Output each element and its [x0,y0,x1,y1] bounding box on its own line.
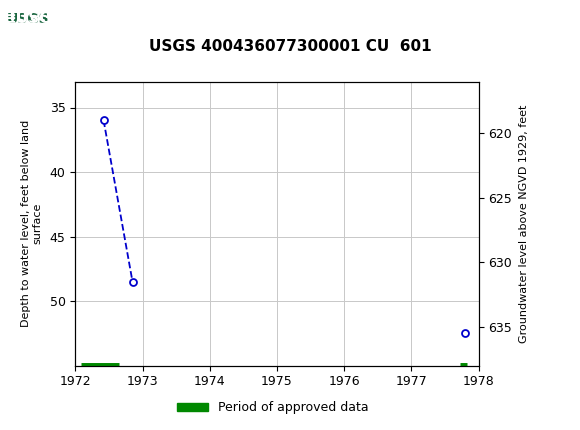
Bar [5,3,60,34]
Bar [5,3,51,35]
Y-axis label: Depth to water level, feet below land
surface: Depth to water level, feet below land su… [21,120,43,327]
Text: USGS 400436077300001 CU  601: USGS 400436077300001 CU 601 [148,39,432,54]
Legend: Period of approved data: Period of approved data [172,396,374,419]
Y-axis label: Groundwater level above NGVD 1929, feet: Groundwater level above NGVD 1929, feet [519,104,529,343]
Text: █USGS: █USGS [6,11,64,27]
Text: USGS: USGS [7,12,49,26]
Text: ≡USGS: ≡USGS [3,12,63,26]
